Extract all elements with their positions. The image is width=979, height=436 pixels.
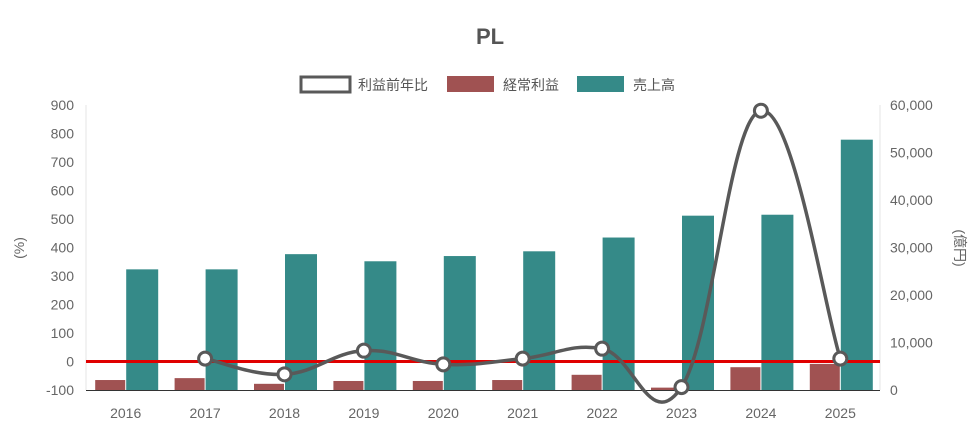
x-tick-label: 2018 bbox=[269, 405, 300, 421]
y-right-axis: 0 10,000 20,000 30,000 40,000 50,000 60,000 bbox=[890, 97, 933, 398]
legend-swatch-ordinary-profit bbox=[447, 76, 494, 92]
series-ordinary-profit bbox=[95, 363, 840, 390]
bar-ordinary-profit[interactable] bbox=[730, 367, 761, 390]
y-left-tick-label: 200 bbox=[51, 297, 75, 313]
y-left-tick-label: 100 bbox=[51, 325, 75, 341]
bar-ordinary-profit[interactable] bbox=[412, 380, 443, 390]
y-right-tick-label: 0 bbox=[890, 382, 898, 398]
plot-area bbox=[85, 105, 881, 391]
y-left-tick-label: 500 bbox=[51, 211, 75, 227]
y-right-tick-label: 30,000 bbox=[890, 240, 933, 256]
y-left-tick-label: 0 bbox=[66, 354, 74, 370]
y-left-tick-label: 300 bbox=[51, 268, 75, 284]
bar-sales[interactable] bbox=[126, 269, 159, 390]
x-tick-label: 2020 bbox=[428, 405, 459, 421]
bar-sales[interactable] bbox=[364, 261, 397, 390]
x-tick-label: 2023 bbox=[666, 405, 697, 421]
x-tick-label: 2022 bbox=[587, 405, 618, 421]
legend-label-sales: 売上高 bbox=[633, 77, 675, 93]
point-profit-yoy[interactable] bbox=[276, 366, 293, 383]
y-right-tick-label: 40,000 bbox=[890, 192, 933, 208]
y-right-axis-label: (億円) bbox=[952, 229, 968, 266]
y-right-tick-label: 20,000 bbox=[890, 287, 933, 303]
point-profit-yoy[interactable] bbox=[673, 379, 690, 396]
bar-sales[interactable] bbox=[840, 139, 873, 390]
bar-sales[interactable] bbox=[205, 269, 238, 390]
point-profit-yoy[interactable] bbox=[435, 356, 452, 373]
y-right-tick-label: 50,000 bbox=[890, 145, 933, 161]
x-tick-label: 2019 bbox=[348, 405, 379, 421]
bar-ordinary-profit[interactable] bbox=[333, 380, 364, 390]
bar-sales[interactable] bbox=[761, 214, 794, 390]
chart-title: PL bbox=[476, 24, 504, 49]
x-axis: 2016 2017 2018 2019 2020 2021 2022 2023 2024 2025 bbox=[110, 405, 856, 421]
series-sales bbox=[126, 139, 873, 390]
y-left-tick-label: 400 bbox=[51, 240, 75, 256]
point-profit-yoy[interactable] bbox=[752, 102, 769, 119]
x-tick-label: 2016 bbox=[110, 405, 141, 421]
y-left-axis: -100 0 100 200 300 400 500 600 700 800 900 bbox=[46, 97, 74, 398]
bar-ordinary-profit[interactable] bbox=[254, 383, 284, 390]
legend-label-ordinary-profit: 経常利益 bbox=[503, 77, 559, 93]
bar-ordinary-profit[interactable] bbox=[571, 374, 602, 390]
legend-label-profit-yoy: 利益前年比 bbox=[358, 77, 428, 93]
y-right-tick-label: 60,000 bbox=[890, 97, 933, 113]
legend-item-profit-yoy[interactable]: 利益前年比 bbox=[299, 75, 428, 94]
point-profit-yoy[interactable] bbox=[197, 350, 214, 367]
y-left-tick-label: 600 bbox=[51, 183, 75, 199]
point-profit-yoy[interactable] bbox=[514, 350, 531, 367]
bar-sales[interactable] bbox=[523, 251, 556, 390]
legend: 利益前年比 経常利益 売上高 bbox=[299, 75, 675, 94]
series-profit-yoy bbox=[197, 102, 849, 404]
point-profit-yoy[interactable] bbox=[832, 350, 849, 367]
legend-item-sales[interactable]: 売上高 bbox=[577, 76, 675, 93]
y-left-axis-label: (%) bbox=[11, 237, 27, 259]
legend-swatch-profit-yoy bbox=[299, 75, 352, 94]
legend-item-ordinary-profit[interactable]: 経常利益 bbox=[447, 76, 559, 93]
bar-ordinary-profit[interactable] bbox=[174, 378, 205, 390]
y-left-tick-label: -100 bbox=[46, 382, 74, 398]
point-profit-yoy[interactable] bbox=[355, 342, 372, 359]
bar-ordinary-profit[interactable] bbox=[95, 380, 126, 390]
y-left-tick-label: 900 bbox=[51, 97, 75, 113]
y-left-tick-label: 700 bbox=[51, 154, 75, 170]
bar-ordinary-profit[interactable] bbox=[651, 387, 681, 390]
point-profit-yoy[interactable] bbox=[594, 340, 611, 357]
y-right-tick-label: 10,000 bbox=[890, 335, 933, 351]
bar-sales[interactable] bbox=[602, 237, 635, 390]
legend-swatch-sales bbox=[577, 76, 624, 92]
x-tick-label: 2021 bbox=[507, 405, 538, 421]
y-left-tick-label: 800 bbox=[51, 126, 75, 142]
x-tick-label: 2024 bbox=[745, 405, 776, 421]
bar-ordinary-profit[interactable] bbox=[809, 363, 840, 390]
x-tick-label: 2025 bbox=[825, 405, 856, 421]
bar-ordinary-profit[interactable] bbox=[492, 380, 523, 390]
x-tick-label: 2017 bbox=[190, 405, 221, 421]
